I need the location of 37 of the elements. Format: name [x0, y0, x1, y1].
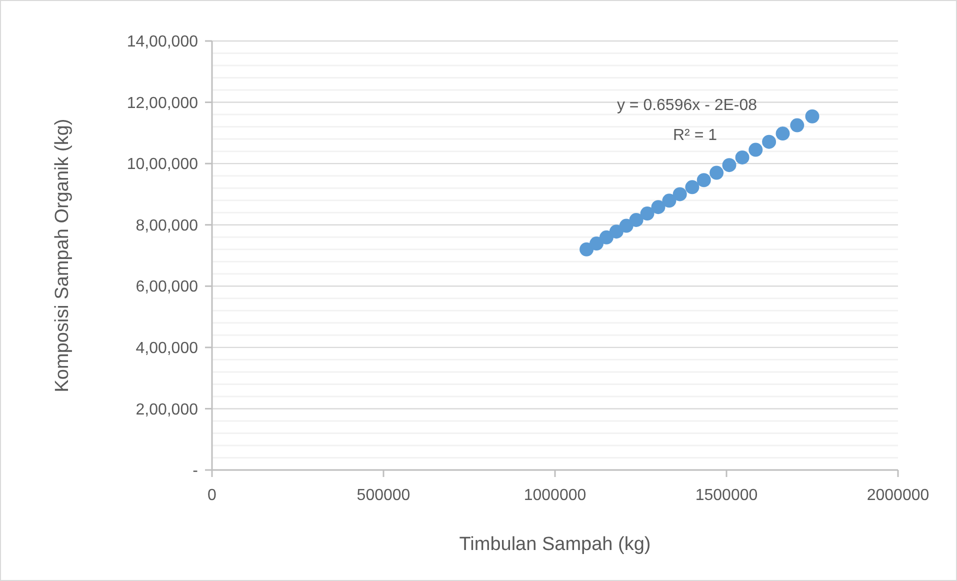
- point: [672, 187, 687, 202]
- point: [662, 194, 676, 208]
- x-tick-label: 2000000: [866, 487, 930, 504]
- point: [805, 109, 820, 124]
- y-tick-label: 8,00,000: [136, 217, 198, 234]
- point: [609, 224, 624, 239]
- point: [619, 218, 634, 233]
- y-tick-label: 2,00,000: [136, 401, 198, 418]
- point: [685, 180, 700, 194]
- x-tick-label: 1500000: [695, 487, 758, 504]
- point: [790, 118, 804, 132]
- y-tick-label: 12,00,000: [126, 94, 198, 112]
- point: [599, 230, 614, 244]
- y-tick-label: 6,00,000: [136, 278, 198, 296]
- point: [640, 206, 654, 221]
- point: [748, 142, 763, 157]
- point: [776, 126, 790, 141]
- point: [735, 150, 750, 164]
- y-tick-label: 14,00,000: [126, 34, 198, 51]
- x-tick-label: 1000000: [524, 487, 586, 504]
- y-axis-title: Komposisi Sampah Organik (kg): [52, 118, 73, 392]
- y-tick-label: 10,00,000: [126, 156, 198, 174]
- x-tick-label: 0: [208, 487, 217, 504]
- point: [590, 236, 604, 251]
- x-tick-label: 500000: [356, 487, 410, 504]
- point: [722, 158, 736, 172]
- point: [710, 166, 724, 180]
- y-tick-label: -: [192, 462, 198, 480]
- point: [580, 242, 594, 256]
- point: [629, 212, 644, 227]
- point: [696, 173, 711, 188]
- y-tick-label: 4,00,000: [136, 340, 198, 358]
- point: [762, 134, 776, 149]
- annotation: R² = 1: [672, 127, 718, 144]
- point: [651, 200, 666, 214]
- x-axis-title: Timbulan Sampah (kg): [459, 534, 651, 555]
- annotation: y = 0.6596x - 2E-08: [616, 97, 758, 114]
